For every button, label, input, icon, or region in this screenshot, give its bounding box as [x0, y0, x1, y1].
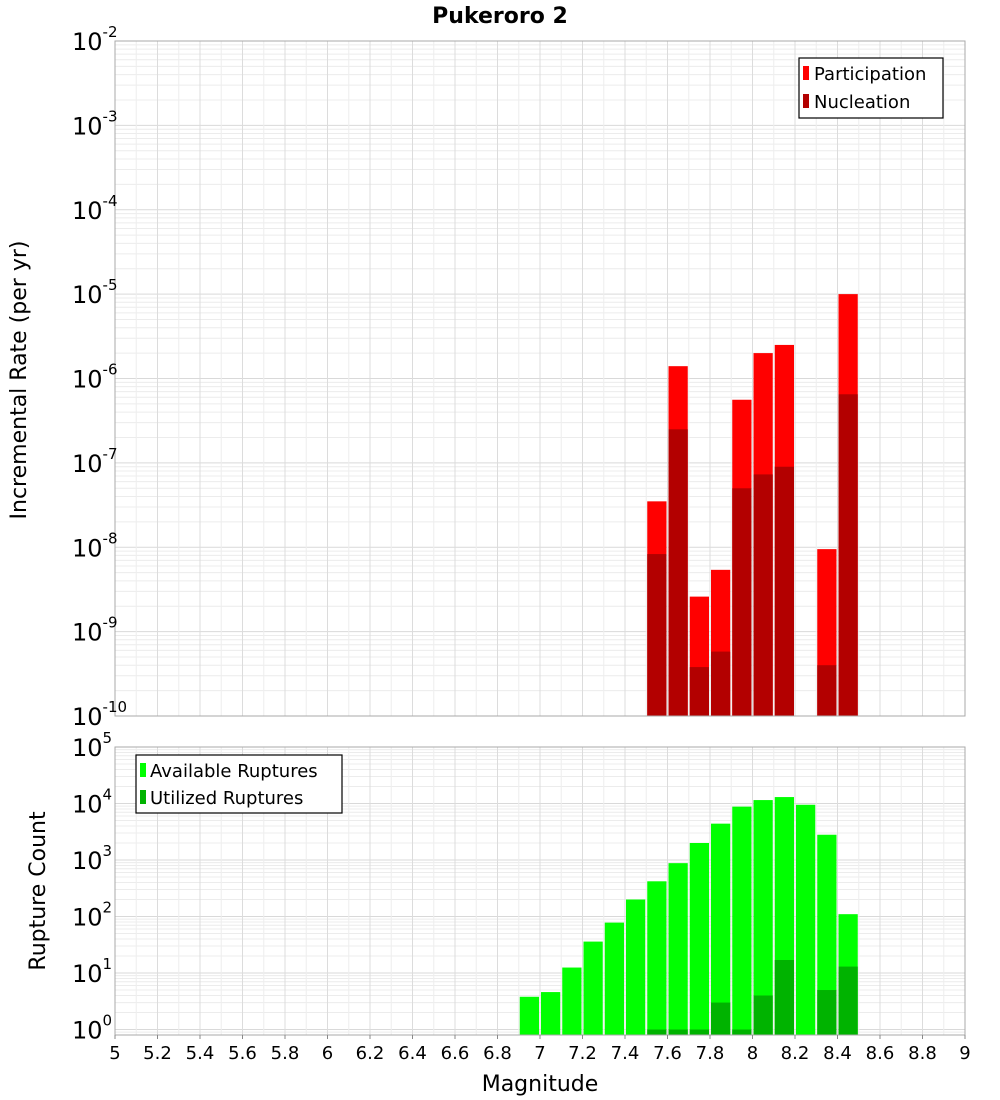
x-tick-label: 5.8 [271, 1043, 300, 1064]
x-tick-label: 7.8 [696, 1043, 725, 1064]
bottom-bar-utilized-ruptures [838, 966, 858, 1035]
x-tick-label: 9 [959, 1043, 970, 1064]
bottom-bar-utilized-ruptures [668, 1029, 688, 1035]
bottom-bar-available-ruptures [796, 804, 816, 1035]
bottom-bar-available-ruptures [711, 823, 731, 1035]
legend-swatch-nucleation [803, 94, 809, 108]
bottom-legend: Available Ruptures Utilized Ruptures [135, 754, 343, 814]
top-bar-nucleation [753, 474, 773, 716]
x-tick-label: 6 [322, 1043, 333, 1064]
top-y-tick-label: 10-6 [72, 361, 118, 394]
bottom-bar-available-ruptures [583, 941, 603, 1035]
bottom-legend-box [135, 754, 343, 814]
x-axis-label: Magnitude [482, 1072, 599, 1097]
legend-swatch-utilized [140, 790, 146, 804]
x-tick-label: 6.6 [441, 1043, 470, 1064]
x-tick-label: 8.6 [866, 1043, 895, 1064]
legend-label-participation: Participation [814, 64, 926, 85]
x-tick-label: 6.8 [483, 1043, 512, 1064]
top-bar-nucleation [668, 429, 688, 716]
bottom-bar-available-ruptures [689, 843, 709, 1035]
bottom-y-tick-label: 102 [72, 899, 112, 932]
top-y-tick-label: 10-7 [72, 445, 118, 478]
bottom-bar-available-ruptures [647, 881, 667, 1035]
bottom-bar-available-ruptures [519, 996, 539, 1035]
x-tick-label: 8.2 [781, 1043, 810, 1064]
top-bar-nucleation [647, 554, 667, 716]
bottom-bar-available-ruptures [626, 899, 646, 1035]
bottom-y-axis-label: Rupture Count [26, 811, 51, 971]
top-bar-nucleation [711, 651, 731, 716]
x-tick-label: 8.8 [908, 1043, 937, 1064]
top-y-tick-label: 10-9 [72, 614, 118, 647]
bottom-bar-utilized-ruptures [711, 1002, 731, 1035]
legend-swatch-available [140, 763, 146, 777]
x-ticks: 5 5.2 5.4 5.6 5.8 6 6.2 6.4 6.6 6.8 7 7.2 7.4 7.6 7.8 8… [109, 1035, 971, 1064]
x-tick-label: 5 [109, 1043, 120, 1064]
top-y-tick-label: 10-8 [72, 529, 118, 562]
bottom-bar-available-ruptures [817, 834, 837, 1035]
legend-label-available: Available Ruptures [150, 761, 318, 782]
top-plot-bars [647, 294, 858, 716]
bottom-plot-bars [519, 797, 858, 1035]
bottom-y-tick-label: 104 [72, 786, 112, 819]
top-y-tick-label: 10-5 [72, 276, 118, 309]
bottom-bar-available-ruptures [541, 992, 561, 1035]
top-plot-frame [114, 40, 966, 717]
bottom-bar-available-ruptures [562, 967, 582, 1035]
bottom-y-tick-label: 105 [72, 729, 112, 762]
bottom-bar-utilized-ruptures [647, 1029, 667, 1035]
bottom-y-tick-label: 100 [72, 1012, 112, 1045]
top-y-tick-label: 10-10 [72, 698, 127, 731]
bottom-y-ticks: 100 101 102 103 104 105 [72, 729, 112, 1045]
x-tick-label: 5.4 [186, 1043, 215, 1064]
top-bar-nucleation [774, 466, 794, 716]
x-tick-label: 5.6 [228, 1043, 257, 1064]
x-tick-label: 7.6 [653, 1043, 682, 1064]
top-plot-grid [114, 41, 966, 717]
top-y-tick-label: 10-3 [72, 107, 118, 140]
top-bar-nucleation [732, 488, 752, 716]
top-y-tick-label: 10-2 [72, 23, 118, 56]
top-legend-box [798, 57, 944, 119]
bottom-bar-utilized-ruptures [732, 1029, 752, 1035]
legend-label-nucleation: Nucleation [814, 92, 910, 113]
x-tick-label: 6.4 [398, 1043, 427, 1064]
bottom-bar-available-ruptures [604, 922, 624, 1035]
top-y-ticks: 10-10 10-9 10-8 10-7 10-6 10-5 10-4 10-3 10-2 [72, 23, 127, 731]
bottom-bar-available-ruptures [732, 806, 752, 1035]
bottom-bar-utilized-ruptures [689, 1029, 709, 1035]
bottom-y-tick-label: 101 [72, 955, 112, 988]
x-tick-label: 5.2 [143, 1043, 172, 1064]
x-tick-label: 8 [747, 1043, 758, 1064]
top-legend: Participation Nucleation [798, 57, 944, 119]
top-bar-nucleation [838, 394, 858, 716]
x-tick-label: 7.4 [611, 1043, 640, 1064]
legend-swatch-participation [803, 66, 809, 80]
bottom-bar-utilized-ruptures [817, 990, 837, 1035]
x-tick-label: 7 [534, 1043, 545, 1064]
top-bar-nucleation [817, 665, 837, 716]
bottom-y-tick-label: 103 [72, 842, 112, 875]
bottom-bar-available-ruptures [668, 863, 688, 1035]
chart-title: Pukeroro 2 [432, 4, 568, 29]
top-bar-nucleation [689, 667, 709, 716]
bottom-bar-utilized-ruptures [774, 959, 794, 1035]
x-tick-label: 7.2 [568, 1043, 597, 1064]
legend-label-utilized: Utilized Ruptures [150, 788, 303, 809]
top-y-axis-label: Incremental Rate (per yr) [7, 241, 32, 520]
top-y-tick-label: 10-4 [72, 192, 118, 225]
bottom-bar-available-ruptures [753, 800, 773, 1035]
x-tick-label: 8.4 [823, 1043, 852, 1064]
x-tick-label: 6.2 [356, 1043, 385, 1064]
bottom-bar-utilized-ruptures [753, 995, 773, 1035]
